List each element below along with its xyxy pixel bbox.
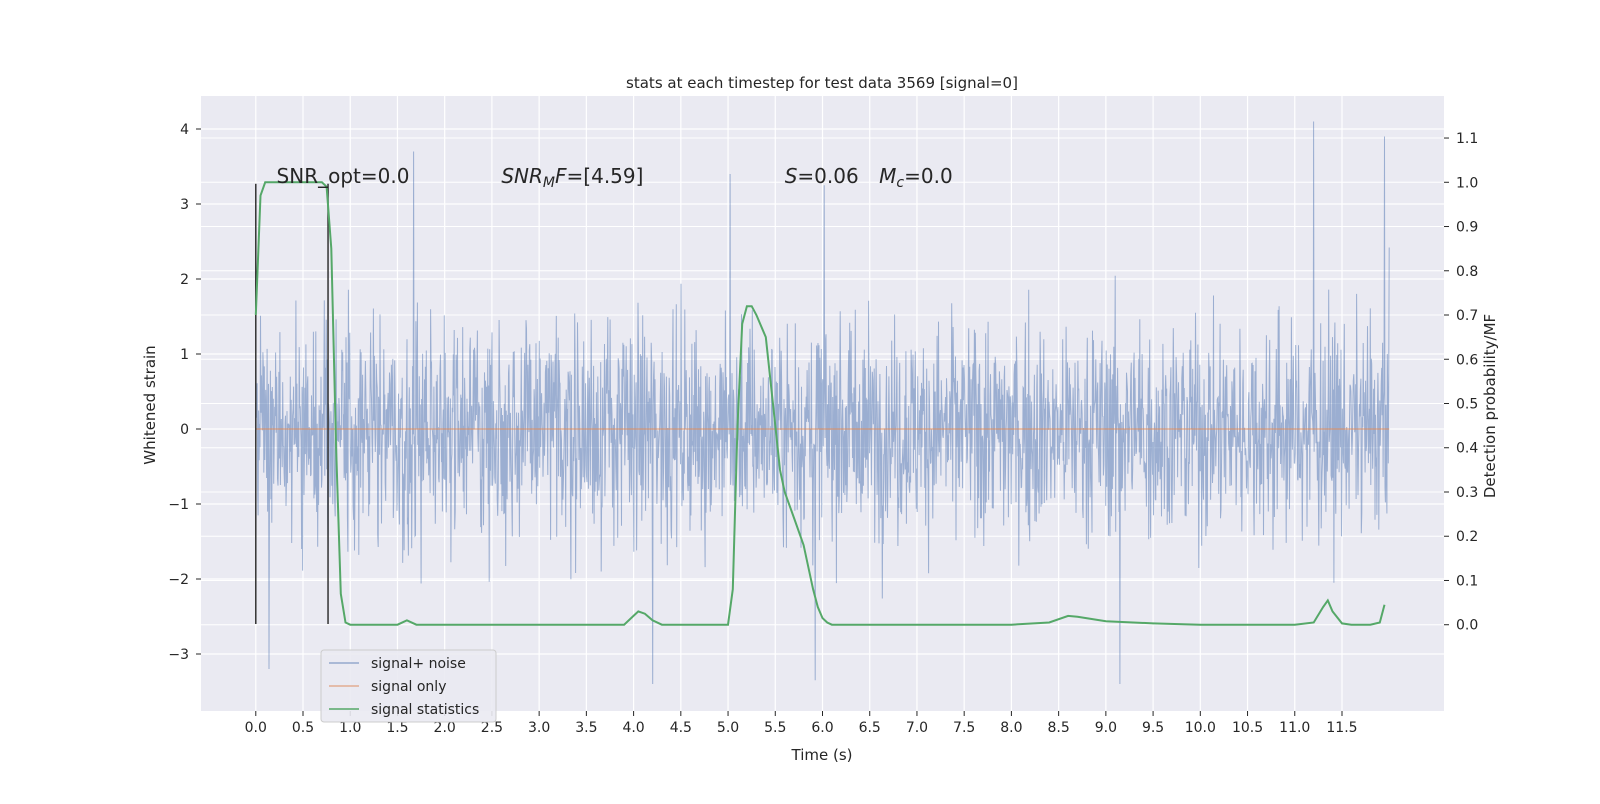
y-axis-label: Whitened strain [141,345,159,464]
signal-statistics-path [254,181,1386,626]
x-tick-label: 6.0 [811,720,833,736]
y2-tick-label: 1.0 [1456,175,1478,191]
x-tick-label: 11.5 [1326,720,1357,736]
x-tick-label: 10.0 [1185,720,1216,736]
x-tick-label: 9.0 [1095,720,1117,736]
y2-tick-label: 1.1 [1456,131,1478,147]
y2-tick-label: 0.2 [1456,529,1478,545]
x-tick-label: 7.0 [906,720,928,736]
x-tick-label: 5.0 [717,720,739,736]
x-tick-label: 7.5 [953,720,975,736]
x-tick-label: 1.0 [339,720,361,736]
y2-tick-label: 0.8 [1456,264,1478,280]
x-tick-label: 11.0 [1279,720,1310,736]
x-tick-label: 3.5 [575,720,597,736]
x-tick-label: 2.0 [434,720,456,736]
annotation-snr-opt: SNR_opt=0.0 [277,164,410,188]
y-tick-label: 3 [180,197,189,213]
y-tick-label: 4 [180,122,189,138]
y2-tick-label: 0.7 [1456,308,1478,324]
x-tick-label: 5.5 [764,720,786,736]
y2-tick-label: 0.4 [1456,441,1478,457]
y2-tick-label: 0.1 [1456,573,1478,589]
x-tick-label: 0.5 [292,720,314,736]
annotations: SNR_opt=0.0 SNRMF=[4.59] S=0.06 Mc=0.0 [277,164,953,191]
x-tick-label: 10.5 [1232,720,1263,736]
x-axis-label: Time (s) [791,746,853,764]
y2-tick-label: 0.0 [1456,618,1478,634]
x-tick-label: 8.0 [1000,720,1022,736]
x-tick-label: 3.0 [528,720,550,736]
y-tick-label: −1 [168,497,189,513]
x-tick-label: 4.0 [622,720,644,736]
x-tick-label: 2.5 [481,720,503,736]
y-tick-label: −2 [168,572,189,588]
signal-noise-trace [255,121,1390,685]
x-tick-label: 9.5 [1142,720,1164,736]
chart-title: stats at each timestep for test data 356… [626,74,1018,92]
annotation-mc: Mc=0.0 [879,164,953,191]
y-tick-label: 0 [180,422,189,438]
annotation-s: S=0.06 [785,164,859,188]
vertical-markers [255,183,329,624]
y-tick-label: 2 [180,272,189,288]
legend-label-signal-only: signal only [371,679,446,695]
legend-box [320,649,497,723]
x-tick-label: 6.5 [859,720,881,736]
x-tick-label: 1.5 [386,720,408,736]
signal-noise-path [255,121,1390,685]
x-tick-labels: 0.0 0.5 1.0 1.5 2.0 2.5 3.0 3.5 4.0 4.5 5.0 5.5 6.0 6… [245,711,1358,736]
y-tick-label: 1 [180,347,189,363]
x-tick-label: 0.0 [245,720,267,736]
legend-label-statistics: signal statistics [371,702,479,718]
legend-label-noise: signal+ noise [371,656,466,672]
y2-tick-label: 0.6 [1456,352,1478,368]
legend: signal+ noise signal only signal statist… [320,649,497,723]
y2-axis-label: Detection probability/MF [1481,314,1499,498]
y2-tick-label: 0.3 [1456,485,1478,501]
y-tick-label: −3 [168,647,189,663]
y2-tick-labels: 1.1 1.0 0.9 0.8 0.7 0.6 0.5 0.4 0.3 0.2 0.1 0.0 [1444,131,1478,634]
x-tick-label: 4.5 [670,720,692,736]
signal-statistics-line [254,181,1386,626]
y2-tick-label: 0.5 [1456,397,1478,413]
x-tick-label: 8.5 [1047,720,1069,736]
y-tick-labels: 4 3 2 1 0 −1 −2 −3 [168,122,201,663]
y2-tick-label: 0.9 [1456,220,1478,236]
annotation-snr-mf: SNRMF=[4.59] [501,164,643,191]
